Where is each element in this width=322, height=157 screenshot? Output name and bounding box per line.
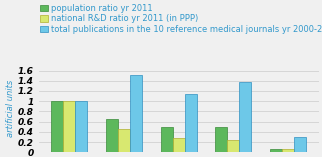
Legend: population ratio yr 2011, national R&D ratio yr 2011 (in PPP), total publication: population ratio yr 2011, national R&D r… <box>40 4 322 34</box>
Bar <box>75 101 88 152</box>
Bar <box>173 138 185 152</box>
Bar <box>270 149 282 152</box>
Bar <box>161 127 173 152</box>
Bar <box>106 119 118 152</box>
Bar <box>63 101 75 152</box>
Bar <box>52 101 63 152</box>
Bar <box>227 140 239 152</box>
Bar <box>130 75 142 152</box>
Bar <box>215 127 227 152</box>
Bar <box>239 82 251 152</box>
Bar <box>185 94 197 152</box>
Bar <box>118 129 130 152</box>
Bar <box>294 137 306 152</box>
Y-axis label: artificial units: artificial units <box>6 80 15 137</box>
Bar <box>282 149 294 152</box>
